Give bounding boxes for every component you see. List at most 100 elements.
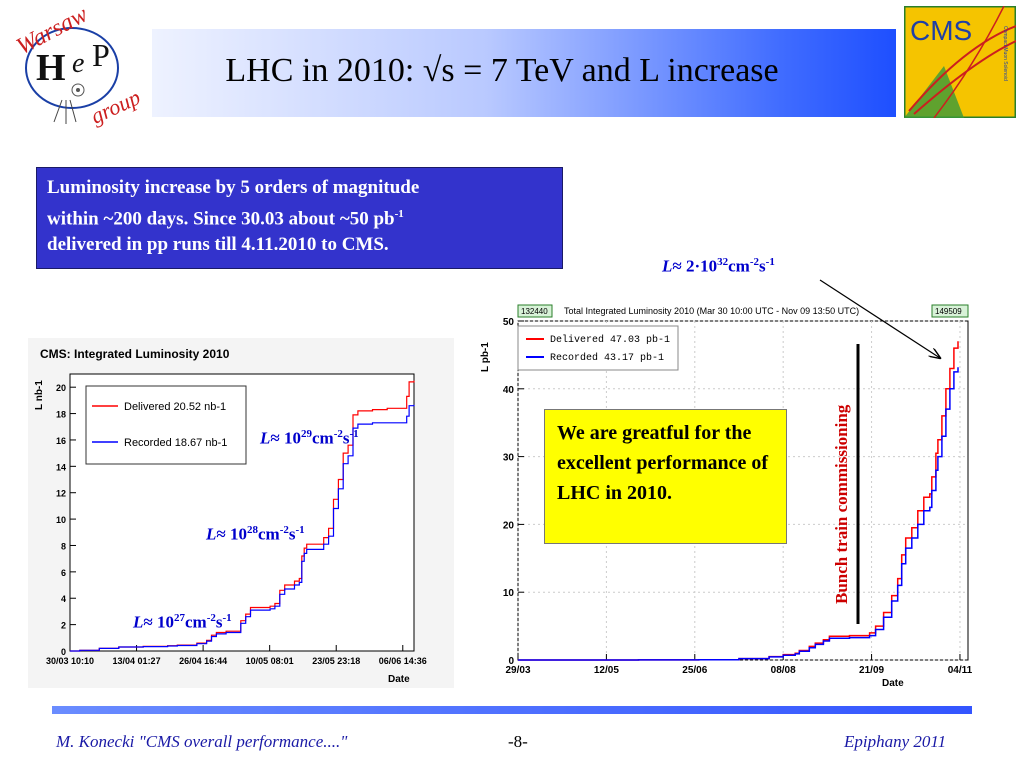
info-box: Luminosity increase by 5 orders of magni… — [36, 167, 563, 269]
run-start-label: 132440 — [521, 307, 548, 316]
lum32-unit1exp: -2 — [749, 256, 760, 268]
lum-symbol: L — [133, 612, 144, 632]
info-line-2: within ~200 days. Since 30.03 about ~50 … — [47, 201, 552, 232]
info-line-2-text: within ~200 days. Since 30.03 about ~50 … — [47, 208, 395, 230]
y-tick-label: 14 — [56, 462, 66, 472]
x-tick-label: 23/05 23:18 — [312, 656, 360, 666]
lum29-unit1exp: -2 — [333, 428, 343, 440]
lum29-exp: 29 — [300, 428, 312, 440]
lum-symbol: L — [260, 428, 271, 448]
lum27-unit2: s — [215, 612, 223, 632]
y-tick-label: 10 — [56, 515, 66, 525]
lum32-unit1: cm — [728, 256, 750, 276]
logo-h-letter: H — [36, 47, 66, 89]
lum29-unit1: cm — [311, 428, 334, 448]
footer-bar — [52, 706, 972, 714]
logo-group-text: group — [87, 84, 144, 128]
lum27-unit2exp: -1 — [222, 612, 232, 624]
lum32-exp: 32 — [717, 256, 729, 268]
y-tick-label: 20 — [503, 520, 515, 531]
lum29-unit2: s — [342, 428, 350, 448]
lum27-unit1exp: -2 — [206, 612, 216, 624]
y-tick-label: 4 — [61, 594, 66, 604]
lum28-unit2: s — [288, 524, 296, 544]
lum32-pre: ≈ 2·10 — [672, 256, 718, 276]
x-tick-label: 13/04 01:27 — [113, 656, 161, 666]
lum-annotation-2e32: L≈ 2·1032cm-2s-1 — [662, 256, 775, 277]
right-chart-y-ticks: 0 10 20 30 40 50 — [503, 317, 524, 667]
right-chart-series — [518, 341, 959, 661]
y-tick-label: 20 — [56, 383, 66, 393]
title-bar — [152, 29, 896, 117]
legend2-recorded-label: Recorded 43.17 pb-1 — [550, 352, 664, 364]
x-tick-label: 10/05 08:01 — [246, 656, 294, 666]
x-tick-label: 06/06 14:36 — [379, 656, 427, 666]
lum28-exp: 28 — [246, 524, 258, 536]
y-tick-label: 0 — [61, 647, 66, 657]
lum28-unit1: cm — [257, 524, 280, 544]
y-tick-label: 30 — [503, 453, 515, 464]
info-line-1: Luminosity increase by 5 orders of magni… — [47, 177, 420, 198]
x-tick-label: 04/11 — [948, 665, 973, 676]
x-tick-label: 08/08 — [771, 665, 796, 676]
lum32-unit2: s — [759, 256, 766, 276]
y-tick-label: 6 — [61, 568, 66, 578]
y-tick-label: 50 — [503, 317, 515, 328]
footer-page-number: -8- — [508, 732, 528, 751]
cms-logo-subtitle: Compact Muon Solenoid — [1002, 26, 1008, 81]
x-tick-label: 26/04 16:44 — [179, 656, 227, 666]
info-line-3: delivered in pp runs till 4.11.2010 to C… — [47, 234, 389, 256]
cms-logo: CMS Compact Muon Solenoid — [904, 6, 1016, 118]
left-chart-title: CMS: Integrated Luminosity 2010 — [40, 347, 230, 361]
right-chart-ylabel: L pb-1 — [480, 342, 491, 372]
thanks-box: We are greatful for the excellent perfor… — [544, 409, 787, 544]
bunch-train-text: Bunch train commissioning — [832, 404, 851, 604]
right-chart-title: Total Integrated Luminosity 2010 (Mar 30… — [564, 306, 859, 316]
y-tick-label: 10 — [503, 588, 515, 599]
run-end-label: 149509 — [935, 307, 962, 316]
legend-delivered-label: Delivered 20.52 nb-1 — [124, 401, 226, 413]
y-tick-label: 0 — [508, 656, 514, 667]
lum27-pre: ≈ 10 — [143, 612, 174, 632]
lum-annotation-1e28: L≈ 1028cm-2s-1 — [206, 524, 305, 545]
right-chart-x-ticks: 29/03 12/05 25/06 08/08 21/09 04/11 — [505, 654, 973, 676]
x-tick-label: 12/05 — [594, 665, 619, 676]
lum-symbol: L — [662, 256, 673, 276]
x-tick-label: 21/09 — [859, 665, 884, 676]
y-tick-label: 8 — [61, 541, 66, 551]
y-tick-label: 12 — [56, 489, 66, 499]
left-luminosity-chart: CMS: Integrated Luminosity 2010 0 2 4 6 8 10 1… — [28, 338, 454, 688]
x-tick-label: 25/06 — [682, 665, 707, 676]
lum-annotation-1e29: L≈ 1029cm-2s-1 — [260, 428, 359, 449]
lum27-exp: 27 — [173, 612, 185, 624]
lum29-unit2exp: -1 — [349, 428, 359, 440]
left-chart-ylabel: L nb-1 — [34, 380, 45, 410]
recorded-series-line — [518, 367, 959, 661]
left-chart-y-ticks: 0 2 4 6 8 10 12 14 16 18 20 — [56, 383, 76, 657]
bunch-train-label: Bunch train commissioning — [832, 404, 851, 604]
left-chart-series — [70, 380, 415, 652]
info-line-2-sup: -1 — [394, 208, 404, 220]
lum27-unit1: cm — [184, 612, 207, 632]
y-tick-label: 16 — [56, 436, 66, 446]
lum32-unit2exp: -1 — [765, 256, 775, 268]
lum28-unit2exp: -1 — [295, 524, 305, 536]
lum-symbol: L — [206, 524, 217, 544]
y-tick-label: 18 — [56, 410, 66, 420]
lum29-pre: ≈ 10 — [270, 428, 301, 448]
left-chart-legend: Delivered 20.52 nb-1 Recorded 18.67 nb-1 — [85, 385, 247, 465]
left-chart-xlabel: Date — [388, 674, 410, 685]
cms-logo-text: CMS — [910, 15, 972, 46]
logo-p-letter: P — [92, 37, 110, 73]
legend2-delivered-label: Delivered 47.03 pb-1 — [550, 334, 670, 346]
right-chart-legend: Delivered 47.03 pb-1 Recorded 43.17 pb-1 — [517, 325, 679, 371]
y-tick-label: 2 — [61, 621, 66, 631]
lum-annotation-1e27: L≈ 1027cm-2s-1 — [133, 612, 232, 633]
recorded-series-line — [70, 404, 415, 652]
hep-group-logo: Warsaw H e P group — [12, 4, 144, 128]
left-chart-x-ticks: 30/03 10:10 13/04 01:27 26/04 16:44 10/05 0… — [46, 645, 427, 666]
footer-event: Epiphany 2011 — [844, 732, 947, 751]
lum28-unit1exp: -2 — [279, 524, 289, 536]
lum28-pre: ≈ 10 — [216, 524, 247, 544]
x-tick-label: 30/03 10:10 — [46, 656, 94, 666]
